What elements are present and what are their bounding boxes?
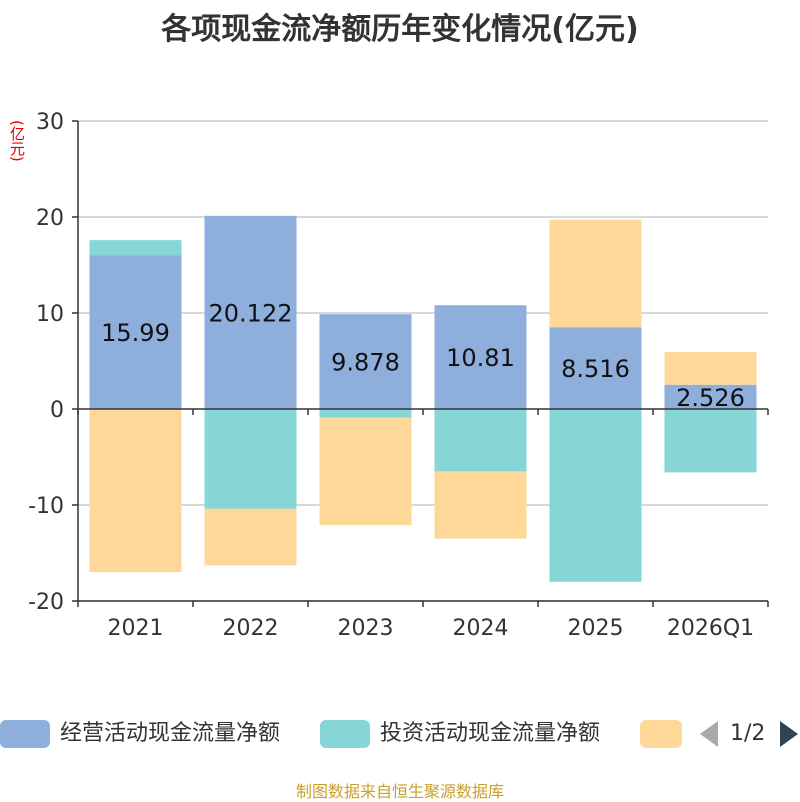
y-axis-unit-label: (亿元) [8,120,26,162]
y-tick-label: 0 [50,398,64,423]
x-tick-label: 2024 [453,616,509,641]
y-tick-label: -20 [28,590,64,615]
x-tick-label: 2026Q1 [667,616,754,641]
bar-financing-2026Q1 [664,352,757,385]
data-label-operating: 10.81 [446,344,515,372]
legend-item-investing[interactable]: 投资活动现金流量净额 [320,718,630,750]
legend-pager: 1/2 [700,718,800,750]
data-label-operating: 20.122 [209,299,293,327]
legend-label-operating: 经营活动现金流量净额 [60,721,281,746]
y-tick-label: 10 [36,302,64,327]
data-label-operating: 15.99 [101,319,170,347]
bar-investing-2021 [89,240,182,256]
data-labels: 15.99 20.122 9.878 10.81 8.516 2.526 [101,299,745,411]
bar-financing-2024 [434,471,527,539]
bars [89,215,757,582]
axes: 30 20 10 0 -10 -20 2021 2022 2023 2024 2025 2026Q1 [28,110,769,641]
x-tick-label: 2023 [338,616,394,641]
bar-operating-2025 [549,327,642,409]
legend-swatch-operating [0,720,50,748]
x-tick-label: 2021 [108,616,164,641]
x-tick-label: 2022 [223,616,279,641]
bar-investing-2024 [434,409,527,472]
legend-swatch-financing [640,720,682,748]
legend-page-indicator: 1/2 [730,721,766,746]
bar-operating-2023 [319,314,412,409]
legend-swatch-investing [320,720,370,748]
bar-financing-2025 [549,219,642,328]
data-label-operating: 8.516 [561,355,630,383]
data-label-operating: 2.526 [676,384,745,412]
data-label-operating: 9.878 [331,349,400,377]
legend-label-investing: 投资活动现金流量净额 [380,721,601,746]
bar-financing-2022 [204,508,297,566]
bar-investing-2026Q1 [664,409,757,473]
bar-operating-2021 [89,255,182,409]
y-tick-label: -10 [28,494,64,519]
y-tick-label: 20 [36,206,64,231]
y-tick-label: 30 [36,110,64,135]
legend-prev-page-icon[interactable] [700,721,718,747]
bar-operating-2024 [434,305,527,409]
bar-investing-2025 [549,409,642,582]
bar-investing-2022 [204,409,297,509]
legend-next-page-icon[interactable] [780,721,798,747]
bar-investing-2023 [319,409,412,418]
bar-operating-2026Q1 [664,384,757,409]
x-tick-label: 2025 [568,616,624,641]
legend-item-operating[interactable]: 经营活动现金流量净额 [0,718,310,750]
chart-title: 各项现金流净额历年变化情况(亿元) [161,12,639,47]
bar-operating-2022 [204,215,297,409]
bar-financing-2023 [319,417,412,526]
bar-financing-2021 [89,409,182,573]
source-note: 制图数据来自恒生聚源数据库 [295,782,504,801]
legend-item-financing[interactable] [640,718,690,750]
